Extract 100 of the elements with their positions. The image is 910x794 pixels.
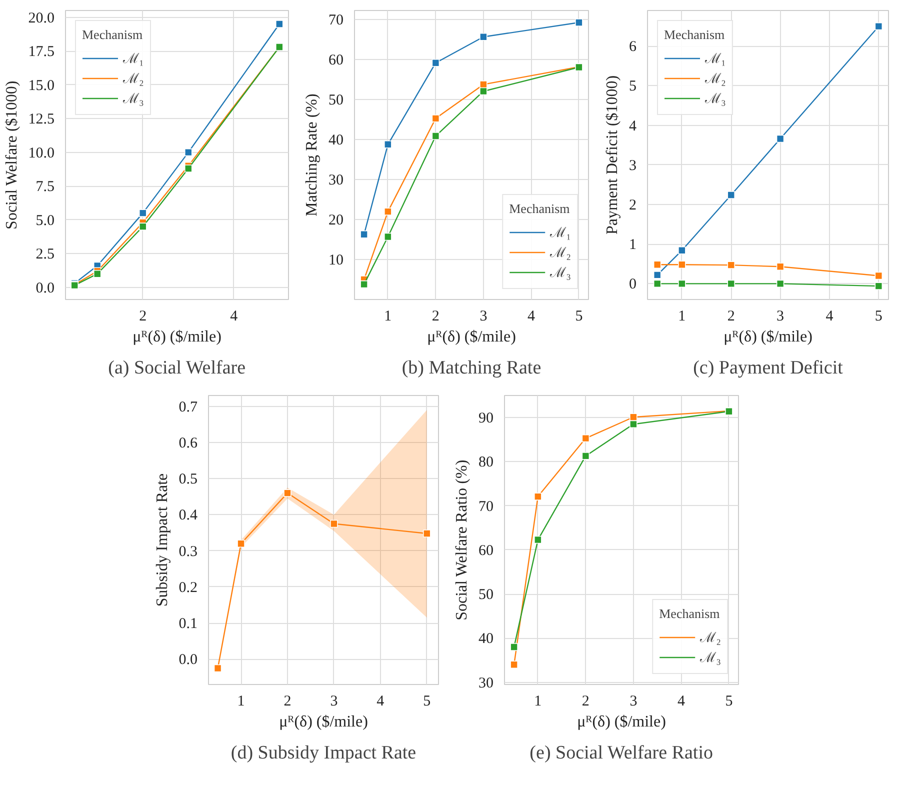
y-tick-label: 70 [328,12,344,29]
point [276,20,284,28]
text: (d) Subsidy Impact Rate [230,742,416,764]
y-tick-label: 30 [478,675,494,692]
y-tick-label: 0.6 [178,435,198,452]
point [360,280,368,288]
point [776,134,784,143]
point [93,270,102,278]
point [678,260,686,269]
y-tick-label: 40 [478,631,494,648]
point [678,280,686,288]
legend-label: ℳ₁ [705,51,726,68]
y-tick-label: 60 [478,542,494,559]
legend-label: ℳ₃ [550,265,571,282]
y-tick-label: 17.5 [28,44,54,60]
x-tick-label: 4 [376,694,385,710]
y-tick-label: 5.0 [36,212,54,229]
x-axis-title: μᴿ(δ) ($/mile) [427,328,516,346]
point [727,191,736,199]
y-tick-label: 0.0 [178,652,198,668]
y-tick-label: 0.7 [178,399,198,416]
y-tick-label: 0.2 [178,580,198,596]
point [384,208,392,216]
x-tick-label: 2 [432,308,440,324]
x-axis-title: μᴿ(δ) ($/mile) [724,328,812,346]
x-axis-title: μᴿ(δ) ($/mile) [132,328,222,346]
y-tick-label: 0.1 [178,616,198,632]
point [510,660,518,669]
y-tick-label: 30 [328,172,344,189]
x-tick-label: 5 [423,694,431,710]
y-tick-label: 12.5 [28,112,54,128]
y-tick-label: 2 [629,197,636,214]
point [582,452,590,460]
x-tick-label: 4 [677,694,686,710]
point [480,80,488,88]
point [630,420,638,428]
y-tick-label: 0 [629,276,636,293]
point [653,260,662,269]
point [582,434,590,442]
x-tick-label: 1 [384,308,392,324]
legend-label: ℳ₂ [550,245,571,262]
point [384,140,392,148]
y-tick-label: 15.0 [28,78,54,94]
x-tick-label: 1 [237,694,245,710]
legend-label: ℳ₃ [700,650,721,667]
y-tick-label: 70 [478,498,494,515]
point [727,280,736,288]
x-tick-label: 2 [139,308,147,324]
x-tick-label: 5 [874,308,882,324]
y-tick-label: 50 [328,92,344,109]
point [510,643,518,651]
y-tick-label: 10 [328,252,344,269]
point [330,520,338,528]
legend-title: Mechanism [659,606,721,622]
point [284,489,292,497]
point [776,262,784,271]
y-axis-title: Subsidy Impact Rate [154,473,171,607]
point [432,132,440,140]
x-tick-label: 3 [776,308,784,324]
text: (c) Payment Deficit [693,358,844,378]
point [534,536,542,544]
y-tick-label: 50 [478,587,494,604]
x-tick-label: 4 [230,308,238,324]
text: (e) Social Welfare Ratio [530,742,713,764]
y-tick-label: 5 [629,78,636,95]
y-tick-label: 20 [328,212,344,229]
x-axis-title: μᴿ(δ) ($/mile) [279,714,368,730]
y-tick-label: 10.0 [28,145,54,162]
point [360,230,368,238]
point [184,164,192,172]
y-tick-label: 0.3 [178,544,198,560]
point [678,246,686,254]
y-tick-label: 60 [328,52,344,69]
point [534,492,542,500]
y-tick-label: 0.5 [178,472,198,488]
legend-title: Mechanism [82,27,144,43]
y-axis-title: Social Welfare ($1000) [3,80,20,230]
y-tick-label: 1 [629,237,636,254]
legend-label: ℳ₂ [700,630,721,647]
y-tick-label: 0.4 [178,508,198,524]
y-tick-label: 3 [629,158,636,174]
point [214,664,222,672]
x-tick-label: 5 [725,694,733,710]
point [874,282,883,290]
legend-label: ℳ₂ [123,71,144,88]
x-axis-title: μᴿ(δ) ($/mile) [577,714,666,730]
point [138,209,147,217]
y-tick-label: 7.5 [36,179,54,196]
legend-label: ℳ₃ [123,91,144,108]
point [432,114,440,122]
legend-title: Mechanism [664,27,726,43]
y-tick-label: 90 [478,410,494,427]
text: (b) Matching Rate [402,358,542,378]
x-tick-label: 1 [678,308,686,324]
legend-label: ℳ₁ [550,225,571,242]
point [874,272,883,280]
x-tick-label: 2 [582,694,590,710]
y-axis-title: Social Welfare Ratio (%) [454,460,470,620]
x-tick-label: 2 [284,694,292,710]
point [237,540,245,548]
